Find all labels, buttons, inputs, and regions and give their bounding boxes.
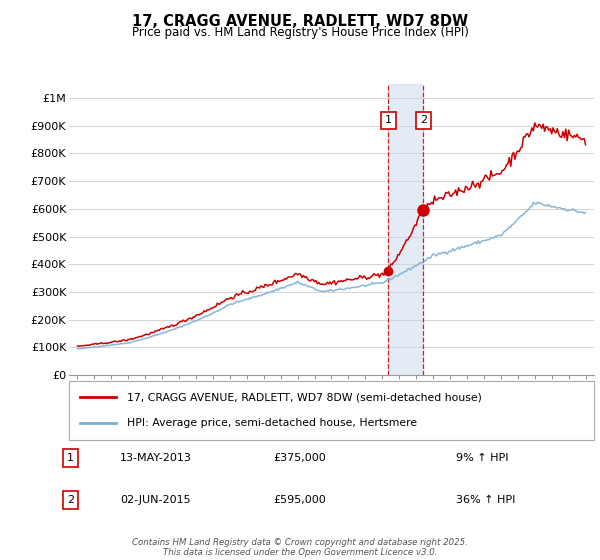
Text: 2: 2	[420, 115, 427, 125]
Text: 17, CRAGG AVENUE, RADLETT, WD7 8DW (semi-detached house): 17, CRAGG AVENUE, RADLETT, WD7 8DW (semi…	[127, 392, 482, 402]
Text: £375,000: £375,000	[274, 453, 326, 463]
Text: Price paid vs. HM Land Registry's House Price Index (HPI): Price paid vs. HM Land Registry's House …	[131, 26, 469, 39]
Text: 36% ↑ HPI: 36% ↑ HPI	[456, 495, 515, 505]
Text: Contains HM Land Registry data © Crown copyright and database right 2025.
This d: Contains HM Land Registry data © Crown c…	[132, 538, 468, 557]
Text: 9% ↑ HPI: 9% ↑ HPI	[456, 453, 509, 463]
Text: £595,000: £595,000	[274, 495, 326, 505]
Text: 02-JUN-2015: 02-JUN-2015	[120, 495, 191, 505]
Text: HPI: Average price, semi-detached house, Hertsmere: HPI: Average price, semi-detached house,…	[127, 418, 417, 428]
Text: 2: 2	[67, 495, 74, 505]
Bar	[388, 84, 423, 375]
Text: 13-MAY-2013: 13-MAY-2013	[120, 453, 192, 463]
Text: 1: 1	[385, 115, 392, 125]
Text: 17, CRAGG AVENUE, RADLETT, WD7 8DW: 17, CRAGG AVENUE, RADLETT, WD7 8DW	[132, 14, 468, 29]
Text: 1: 1	[67, 453, 74, 463]
